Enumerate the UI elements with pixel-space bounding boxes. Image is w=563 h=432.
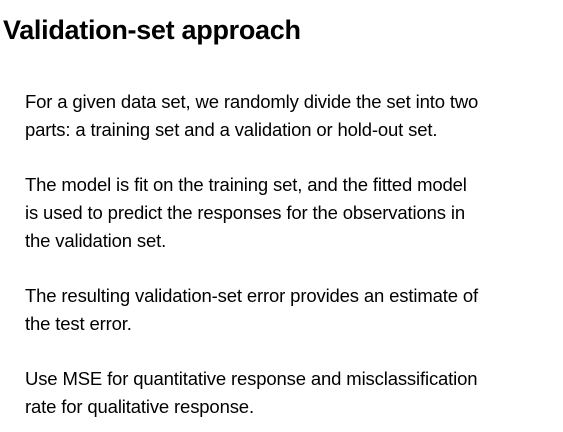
paragraph-model-fit: The model is fit on the training set, an… (25, 171, 557, 255)
paragraph-line: is used to predict the responses for the… (25, 202, 465, 223)
paragraph-data-split: For a given data set, we randomly divide… (25, 88, 557, 144)
paragraph-line: the validation set. (25, 230, 167, 251)
slide-title: Validation-set approach (3, 15, 301, 45)
paragraph-line: The model is fit on the training set, an… (25, 174, 467, 195)
paragraph-line: parts: a training set and a validation o… (25, 119, 438, 140)
paragraph-line: Use MSE for quantitative response and mi… (25, 368, 478, 389)
paragraph-line: For a given data set, we randomly divide… (25, 91, 479, 112)
paragraph-line: the test error. (25, 313, 132, 334)
paragraph-line: rate for qualitative response. (25, 396, 254, 417)
paragraph-validation-error: The resulting validation-set error provi… (25, 282, 557, 338)
slide-body: For a given data set, we randomly divide… (25, 88, 557, 421)
paragraph-error-metrics: Use MSE for quantitative response and mi… (25, 365, 557, 421)
paragraph-line: The resulting validation-set error provi… (25, 285, 478, 306)
